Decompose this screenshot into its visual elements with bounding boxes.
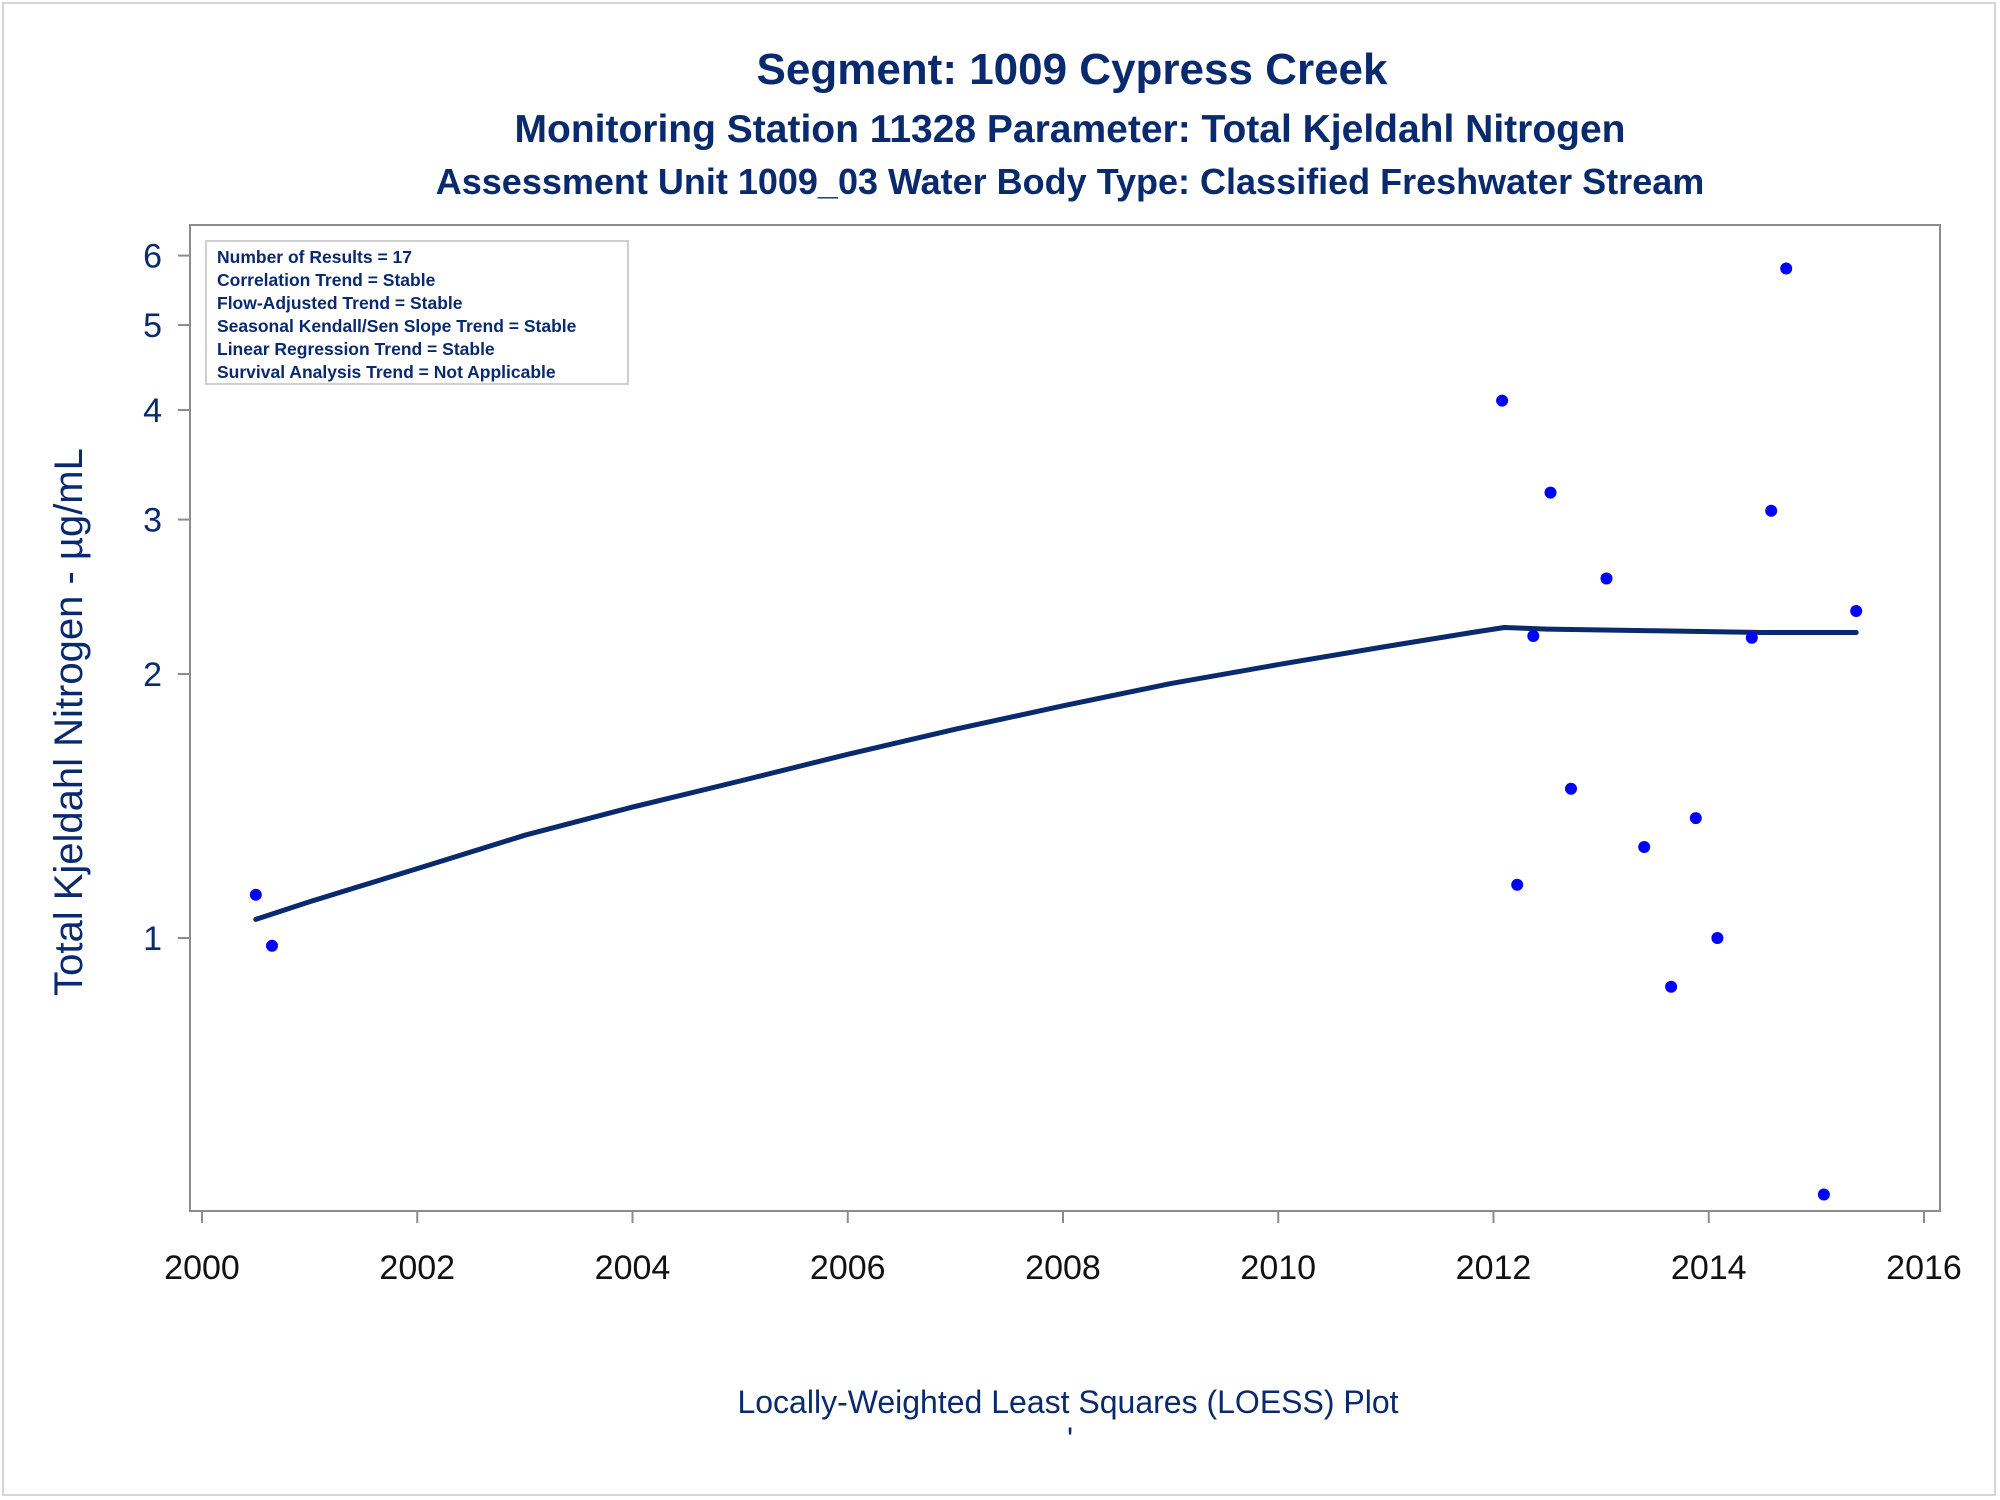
x-tick-label: 2006 <box>810 1249 886 1287</box>
loess-line <box>253 625 1859 922</box>
loess-curve <box>253 625 1859 922</box>
x-tick-label: 2016 <box>1886 1249 1962 1287</box>
y-axis: 1 2 3 4 5 6 <box>143 238 190 958</box>
info-box-line: Survival Analysis Trend = Not Applicable <box>217 362 556 382</box>
chart: Segment: 1009 Cypress Creek Monitoring S… <box>47 45 1962 1457</box>
x-tick-label: 2014 <box>1671 1249 1747 1287</box>
y-axis-label: Total Kjeldahl Nitrogen - µg/mL <box>47 448 91 996</box>
chart-subtitle-2: Assessment Unit 1009_03 Water Body Type:… <box>436 161 1705 202</box>
data-point <box>1765 504 1778 517</box>
footnote: Locally-Weighted Least Squares (LOESS) P… <box>737 1384 1398 1420</box>
info-box: Number of Results = 17 Correlation Trend … <box>205 240 629 385</box>
data-point <box>1511 878 1524 891</box>
y-tick-label: 5 <box>143 307 162 345</box>
data-point <box>1850 605 1863 617</box>
y-tick-label: 2 <box>143 656 162 694</box>
data-point <box>1689 812 1702 825</box>
footnote-mark: ' <box>1067 1421 1073 1457</box>
y-tick-label: 4 <box>143 392 162 430</box>
data-point <box>1711 932 1724 944</box>
x-tick-label: 2000 <box>164 1249 240 1287</box>
data-point <box>249 888 262 901</box>
data-point <box>1817 1188 1830 1201</box>
x-tick-label: 2010 <box>1240 1249 1316 1287</box>
info-box-line: Flow-Adjusted Trend = Stable <box>217 293 463 313</box>
data-point <box>1780 262 1793 275</box>
data-point <box>1600 572 1613 585</box>
x-axis: 2000 2002 2004 2006 2008 2010 2012 2014 2016 <box>164 1211 1962 1287</box>
data-point <box>1565 782 1577 795</box>
data-points <box>249 262 1863 1201</box>
data-point <box>1527 630 1540 642</box>
info-box-line: Number of Results = 17 <box>217 247 412 267</box>
x-tick-label: 2008 <box>1025 1249 1101 1287</box>
y-tick-label: 6 <box>143 238 162 276</box>
data-point <box>1496 394 1509 407</box>
info-box-line: Seasonal Kendall/Sen Slope Trend = Stabl… <box>217 316 577 336</box>
plot-area <box>189 224 1941 1212</box>
data-point <box>1544 486 1557 499</box>
chart-subtitle: Monitoring Station 11328 Parameter: Tota… <box>515 108 1626 151</box>
data-point <box>1638 841 1651 853</box>
x-tick-label: 2004 <box>595 1249 671 1287</box>
data-point <box>1745 631 1758 644</box>
data-point <box>266 939 278 952</box>
info-box-line: Linear Regression Trend = Stable <box>217 339 495 359</box>
x-tick-label: 2012 <box>1456 1249 1532 1287</box>
data-point <box>1665 980 1678 993</box>
y-tick-label: 1 <box>143 920 162 958</box>
info-box-frame <box>205 240 629 385</box>
x-tick-label: 2002 <box>379 1249 455 1287</box>
y-tick-label: 3 <box>143 502 162 540</box>
chart-title: Segment: 1009 Cypress Creek <box>757 45 1389 94</box>
info-box-line: Correlation Trend = Stable <box>217 270 436 290</box>
